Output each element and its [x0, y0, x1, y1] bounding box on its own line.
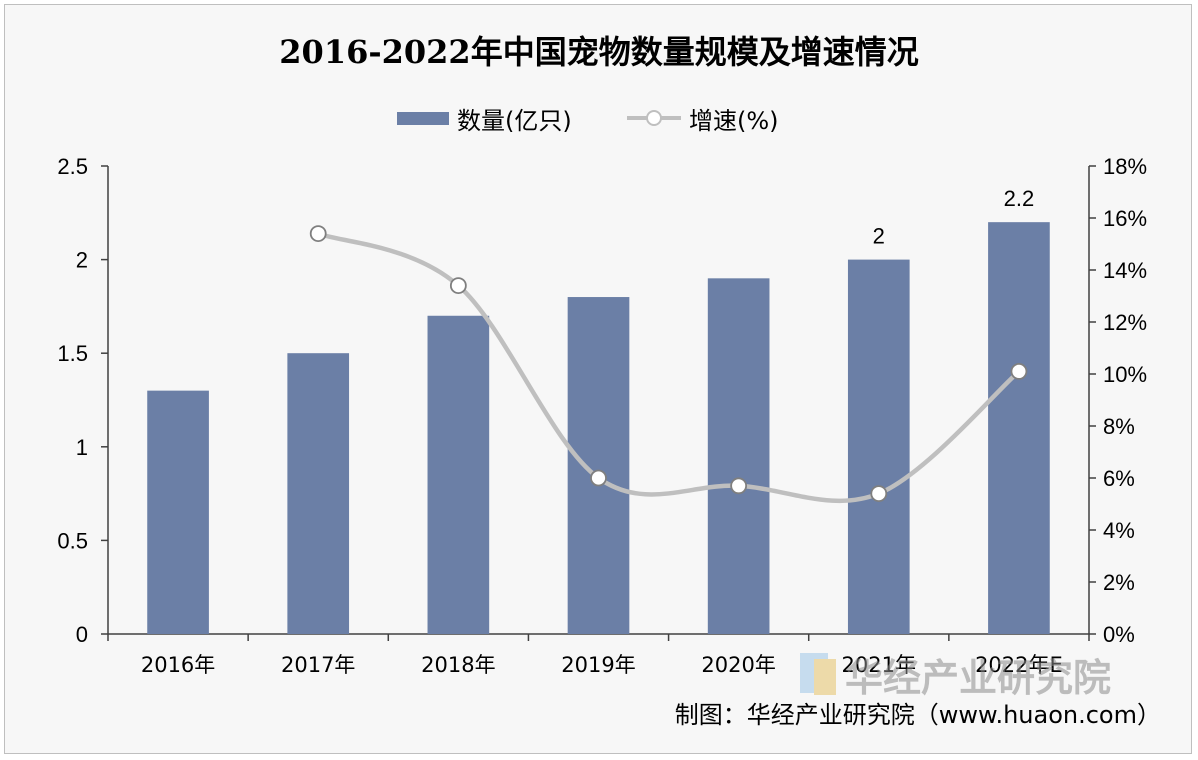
- growth-point: [590, 469, 607, 487]
- data-label: 2: [873, 224, 885, 249]
- y-right-tick-label: 0%: [1103, 622, 1135, 647]
- bar: [988, 222, 1050, 634]
- y-left-tick-label: 0.5: [57, 528, 88, 553]
- legend-line-marker: [646, 110, 662, 126]
- legend-bar-swatch: [397, 112, 449, 125]
- y-right-tick-label: 4%: [1103, 518, 1135, 543]
- data-label: 2.2: [1004, 186, 1035, 211]
- growth-point: [1010, 362, 1028, 380]
- x-tick-label: 2022年E: [975, 653, 1063, 677]
- y-right-tick-label: 10%: [1103, 362, 1147, 387]
- axes: 0 0.5 1 1.5 2 2.5 0% 2% 4% 6% 8% 10% 12% 14% 16% 18% 201…: [57, 154, 1147, 677]
- growth-line: [315, 231, 1022, 504]
- x-tick-label: 2019年: [561, 653, 635, 677]
- y-right-tick-label: 6%: [1103, 466, 1135, 491]
- y-left-tick-label: 0: [76, 622, 88, 647]
- y-right-tick-label: 12%: [1103, 310, 1147, 335]
- chart-title: 2016-2022年中国宠物数量规模及增速情况: [279, 33, 918, 71]
- bar: [707, 278, 770, 634]
- y-left-tick-label: 2: [76, 248, 88, 273]
- y-right-tick-label: 16%: [1103, 206, 1147, 231]
- y-right-tick-label: 14%: [1103, 258, 1147, 283]
- bar: [287, 353, 350, 634]
- bar: [847, 259, 910, 634]
- growth-point: [309, 225, 327, 243]
- bar: [147, 390, 209, 634]
- legend-bar-label: 数量(亿只): [457, 107, 572, 135]
- watermark-logo-accent: [814, 659, 836, 695]
- chart-svg: 2016-2022年中国宠物数量规模及增速情况 数量(亿只) 增速(%) 0 0.…: [57, 33, 1161, 729]
- legend: 数量(亿只) 增速(%): [397, 107, 779, 135]
- y-right-tick-label: 18%: [1103, 154, 1147, 179]
- y-left-tick-label: 2.5: [57, 154, 88, 179]
- data-labels: 22.2: [873, 186, 1035, 248]
- bar: [567, 297, 630, 634]
- x-tick-label: 2016年: [141, 653, 215, 677]
- x-tick-label: 2020年: [701, 653, 775, 677]
- source-note: 制图：华经产业研究院（www.huaon.com）: [675, 701, 1161, 729]
- watermark-text: 华经产业研究院: [845, 656, 1111, 700]
- x-tick-label: 2018年: [421, 653, 495, 677]
- y-right-tick-label: 2%: [1103, 570, 1135, 595]
- x-tick-label: 2017年: [281, 653, 355, 677]
- bar-series: [147, 222, 1050, 634]
- y-left-tick-label: 1.5: [57, 341, 88, 366]
- growth-point: [730, 477, 748, 495]
- legend-line-label: 增速(%): [689, 107, 779, 135]
- growth-point: [449, 277, 467, 295]
- line-series: [309, 225, 1028, 504]
- y-right-tick-label: 8%: [1103, 414, 1135, 439]
- bar: [427, 315, 490, 634]
- chart-frame: 2016-2022年中国宠物数量规模及增速情况 数量(亿只) 增速(%) 0 0.…: [4, 4, 1192, 754]
- x-tick-label: 2021年: [842, 653, 916, 677]
- y-left-tick-label: 1: [76, 435, 88, 460]
- watermark: 华经产业研究院: [800, 653, 1111, 700]
- growth-point: [870, 485, 888, 503]
